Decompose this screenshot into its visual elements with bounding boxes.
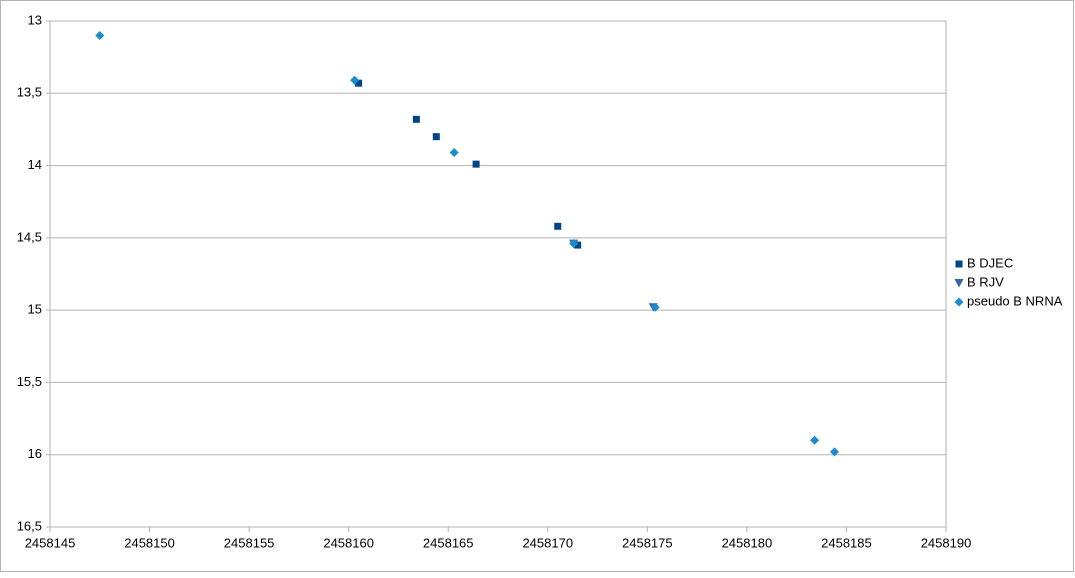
y-tick-label: 15 bbox=[28, 302, 42, 317]
point bbox=[810, 435, 820, 445]
y-tick-label: 13,5 bbox=[17, 85, 42, 100]
legend-marker bbox=[955, 260, 963, 268]
x-tick-label: 2458160 bbox=[323, 535, 374, 550]
x-tick-label: 2458170 bbox=[522, 535, 573, 550]
point bbox=[412, 115, 420, 123]
x-tick-label: 2458185 bbox=[821, 535, 872, 550]
point bbox=[829, 447, 839, 457]
x-tick-label: 2458165 bbox=[423, 535, 474, 550]
legend-label: B DJEC bbox=[967, 255, 1013, 270]
point bbox=[574, 241, 582, 249]
y-tick-label: 13 bbox=[28, 12, 42, 27]
x-tick-label: 2458150 bbox=[124, 535, 175, 550]
point bbox=[432, 133, 440, 141]
x-tick-label: 2458145 bbox=[25, 535, 76, 550]
point bbox=[472, 160, 480, 168]
x-tick-label: 2458155 bbox=[224, 535, 275, 550]
legend-label: pseudo B NRNA bbox=[967, 293, 1063, 308]
y-tick-label: 15,5 bbox=[17, 374, 42, 389]
point bbox=[569, 239, 579, 249]
legend-marker bbox=[954, 279, 964, 288]
legend-label: B RJV bbox=[967, 274, 1004, 289]
point bbox=[650, 302, 660, 312]
point bbox=[350, 75, 360, 85]
x-tick-label: 2458180 bbox=[722, 535, 773, 550]
legend-marker bbox=[954, 297, 964, 307]
y-tick-label: 14,5 bbox=[17, 229, 42, 244]
point bbox=[355, 79, 363, 87]
x-tick-label: 2458190 bbox=[921, 535, 972, 550]
x-tick-label: 2458175 bbox=[622, 535, 673, 550]
y-tick-label: 14 bbox=[28, 157, 42, 172]
point bbox=[554, 222, 562, 230]
point bbox=[95, 30, 105, 40]
y-tick-label: 16,5 bbox=[17, 518, 42, 533]
y-tick-label: 16 bbox=[28, 446, 42, 461]
point bbox=[449, 148, 459, 158]
